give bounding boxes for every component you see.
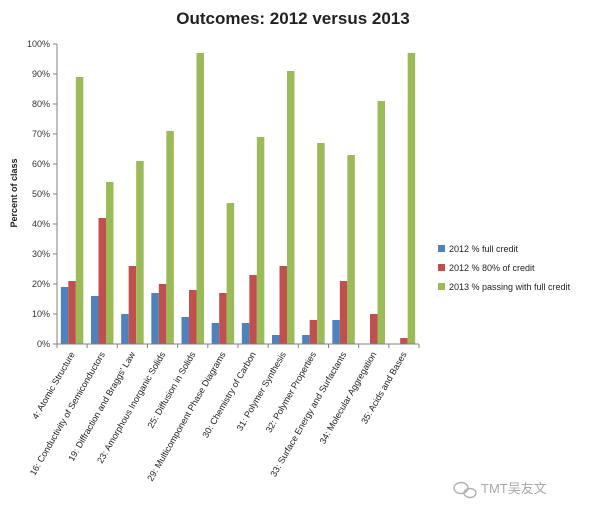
bar-1-6	[211, 323, 220, 344]
y-tick-label: 60%	[32, 159, 50, 169]
bar-2-6	[219, 293, 227, 344]
legend-swatch	[438, 264, 445, 271]
bar-3-1	[75, 77, 84, 344]
y-tick-label: 50%	[32, 189, 50, 199]
y-tick-label: 20%	[32, 279, 50, 289]
x-category-label: 34: Molecular Aggregation	[318, 350, 379, 446]
x-category-label: 30: Chemistry of Carbon	[200, 350, 257, 439]
y-tick-label: 30%	[32, 249, 50, 259]
legend-entry-label: 2013 % passing with full credit	[449, 282, 571, 292]
bar-1-5	[181, 317, 189, 344]
bar-series-group	[60, 53, 416, 344]
y-axis-ticks: 0% 10% 20% 30% 40% 50% 60% 70% 80% 90% 100%	[27, 39, 57, 349]
wechat-icon	[453, 481, 477, 499]
bar-2-8	[279, 266, 287, 344]
bar-3-7	[256, 137, 265, 344]
legend-entry-label: 2012 % 80% of credit	[449, 263, 535, 273]
bar-3-5	[196, 53, 204, 344]
y-tick-label: 40%	[32, 219, 50, 229]
bar-3-8	[287, 71, 295, 344]
bar-2-4	[158, 284, 167, 344]
bar-1-3	[121, 314, 129, 344]
y-tick-label: 90%	[32, 69, 50, 79]
bar-2-11	[370, 314, 378, 344]
bar-3-3	[136, 161, 144, 344]
bar-3-11	[377, 101, 385, 344]
legend-swatch	[438, 283, 445, 290]
y-tick-label: 10%	[32, 309, 50, 319]
bar-1-8	[272, 335, 280, 344]
chart-legend: 2012 % full credit 2012 % 80% of credit 20…	[438, 244, 571, 292]
legend-swatch	[438, 245, 445, 252]
bar-1-1	[60, 287, 69, 344]
bar-2-2	[98, 218, 106, 344]
bar-2-9	[309, 320, 318, 344]
chart-title: Outcomes: 2012 versus 2013	[176, 9, 409, 28]
y-tick-label: 0%	[37, 339, 50, 349]
bar-1-7	[241, 323, 250, 344]
y-tick-label: 80%	[32, 99, 50, 109]
bar-2-1	[68, 281, 76, 344]
bar-3-9	[317, 143, 325, 344]
bar-2-5	[189, 290, 197, 344]
bar-3-6	[226, 203, 235, 344]
y-tick-label: 100%	[27, 39, 50, 49]
y-axis-label: Percent of class	[9, 158, 19, 227]
bar-1-9	[302, 335, 310, 344]
bar-2-10	[339, 281, 348, 344]
watermark-text: TMT吴友文	[481, 481, 547, 496]
bar-3-10	[347, 155, 355, 344]
bar-1-10	[332, 320, 340, 344]
bar-2-3	[128, 266, 137, 344]
watermark: TMT吴友文	[453, 481, 547, 499]
bar-3-12	[407, 53, 416, 344]
bar-3-2	[106, 182, 114, 344]
legend-entry-label: 2012 % full credit	[449, 244, 519, 254]
bar-2-12	[400, 338, 408, 344]
bar-2-7	[249, 275, 257, 344]
y-tick-label: 70%	[32, 129, 50, 139]
bar-1-2	[91, 296, 99, 344]
bar-3-4	[166, 131, 174, 344]
bar-1-4	[151, 293, 159, 344]
